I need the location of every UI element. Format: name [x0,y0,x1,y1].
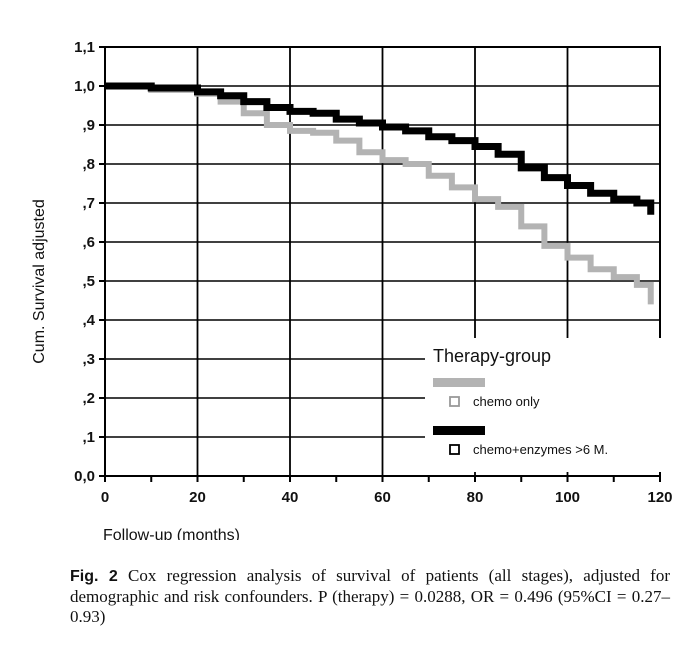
y-tick-label: ,4 [82,312,95,329]
legend-label: chemo only [473,394,540,409]
x-tick-label: 20 [189,489,206,506]
y-tick-label: ,1 [82,429,95,446]
y-tick-label: 1,0 [74,78,95,95]
caption-label: Fig. 2 [70,568,118,585]
legend-box [425,338,665,472]
x-tick-label: 80 [467,489,484,506]
y-tick-label: ,6 [82,234,95,251]
y-axis-label: Cum. Survival adjusted [31,199,48,364]
x-tick-label: 0 [101,489,109,506]
x-tick-label: 100 [555,489,580,506]
x-tick-label: 40 [282,489,299,506]
plot-frame [104,46,661,477]
chart-svg: 0 20 40 60 80 100 120 0,0 ,1 ,2 ,3 ,4 ,5 ,6 ,7 ,8 ,9 1,0 1… [31,39,673,540]
y-tick-label: 0,0 [74,468,95,485]
x-tick-label: 120 [647,489,672,506]
caption-text: Cox regression analysis of survival of p… [70,566,671,626]
y-tick-label: ,9 [82,117,95,134]
y-tick-label: ,3 [82,351,95,368]
legend-swatch [433,426,485,435]
y-tick-label: ,2 [82,390,95,407]
legend-marker [449,444,460,455]
y-tick-label: ,5 [82,273,95,290]
x-tick-label: 60 [374,489,391,506]
x-axis-label: Follow-up (months) [103,527,240,540]
series-line-chemo-enzymes [105,82,655,215]
legend-swatch [433,378,485,387]
legend-label: chemo+enzymes >6 M. [473,442,608,457]
figure-caption: Fig. 2 Cox regression analysis of surviv… [70,566,670,627]
series-line-chemo-only [105,83,654,305]
survival-chart: 0 20 40 60 80 100 120 0,0 ,1 ,2 ,3 ,4 ,5 ,6 ,7 ,8 ,9 1,0 1… [31,39,673,540]
legend-title: Therapy-group [433,346,551,366]
legend-marker [449,396,460,407]
y-tick-label: ,8 [82,156,95,173]
y-tick-label: 1,1 [74,39,95,56]
y-tick-label: ,7 [82,195,95,212]
